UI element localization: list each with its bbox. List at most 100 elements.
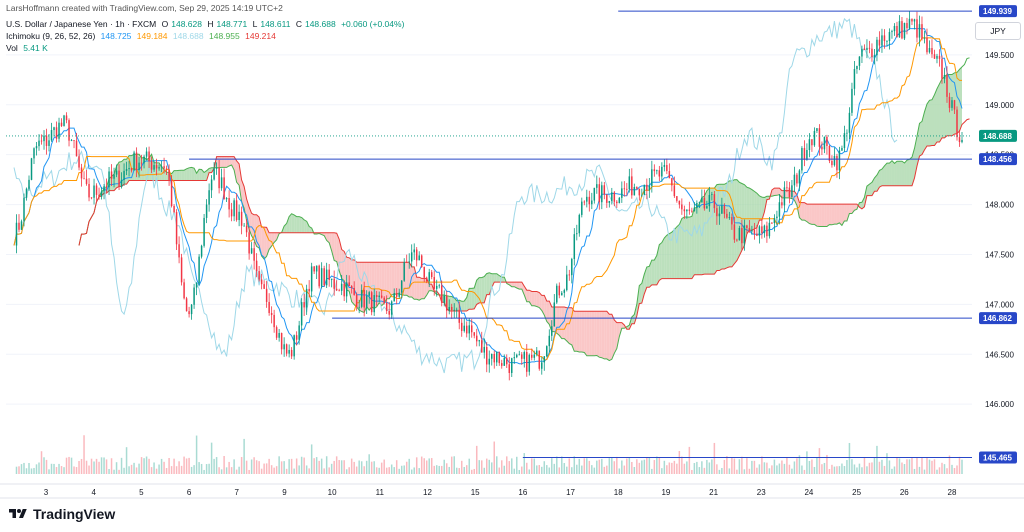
candle[interactable] xyxy=(521,351,523,365)
candle[interactable] xyxy=(728,211,731,220)
symbol-title[interactable]: U.S. Dollar / Japanese Yen · 1h · FXCM xyxy=(6,19,157,29)
candle[interactable] xyxy=(435,279,438,297)
candle[interactable] xyxy=(323,265,325,287)
candle[interactable] xyxy=(200,244,203,259)
candle[interactable] xyxy=(460,317,463,337)
candle[interactable] xyxy=(793,166,796,192)
candle[interactable] xyxy=(683,205,686,219)
candle[interactable] xyxy=(648,177,651,198)
candle[interactable] xyxy=(946,66,948,103)
candle[interactable] xyxy=(498,351,501,366)
candle[interactable] xyxy=(526,344,528,377)
candle[interactable] xyxy=(65,112,68,124)
candle[interactable] xyxy=(848,107,851,140)
candle[interactable] xyxy=(368,290,370,304)
candle[interactable] xyxy=(38,134,40,151)
candle[interactable] xyxy=(378,291,380,302)
candle[interactable] xyxy=(861,45,863,63)
candle[interactable] xyxy=(250,242,253,254)
candle[interactable] xyxy=(926,28,928,55)
candle[interactable] xyxy=(408,253,410,269)
candle[interactable] xyxy=(148,146,150,168)
candle[interactable] xyxy=(576,224,578,241)
candle[interactable] xyxy=(898,15,901,38)
candle[interactable] xyxy=(961,131,963,144)
candle[interactable] xyxy=(300,298,303,332)
candle[interactable] xyxy=(248,226,250,260)
candle[interactable] xyxy=(751,225,753,235)
candle[interactable] xyxy=(100,187,103,200)
candle[interactable] xyxy=(43,130,45,150)
candle[interactable] xyxy=(45,128,48,155)
candle[interactable] xyxy=(288,344,290,358)
candle[interactable] xyxy=(113,167,115,188)
candle[interactable] xyxy=(633,183,636,196)
candle[interactable] xyxy=(375,290,378,306)
candle[interactable] xyxy=(518,350,521,356)
candle[interactable] xyxy=(546,345,548,358)
candle[interactable] xyxy=(703,189,706,211)
candle[interactable] xyxy=(766,221,768,243)
candle[interactable] xyxy=(578,213,581,237)
candle[interactable] xyxy=(158,164,160,171)
candle[interactable] xyxy=(523,350,526,368)
candle[interactable] xyxy=(541,356,543,375)
candle[interactable] xyxy=(641,188,643,198)
candle[interactable] xyxy=(563,288,566,298)
candle[interactable] xyxy=(628,168,631,193)
candle[interactable] xyxy=(335,280,338,292)
candle[interactable] xyxy=(691,207,693,213)
candle[interactable] xyxy=(260,273,263,290)
candle[interactable] xyxy=(120,172,123,189)
candle[interactable] xyxy=(681,198,683,215)
candle[interactable] xyxy=(108,166,110,195)
candle[interactable] xyxy=(138,156,140,178)
candle[interactable] xyxy=(420,254,423,268)
candle[interactable] xyxy=(370,290,373,316)
candle[interactable] xyxy=(218,159,220,194)
candle[interactable] xyxy=(285,343,288,357)
candle[interactable] xyxy=(278,328,280,342)
candle[interactable] xyxy=(268,293,270,316)
candle[interactable] xyxy=(593,187,596,204)
candle[interactable] xyxy=(243,222,245,227)
candle[interactable] xyxy=(531,348,533,361)
candle[interactable] xyxy=(936,53,938,64)
candle[interactable] xyxy=(608,200,611,208)
candle[interactable] xyxy=(943,67,946,84)
candle[interactable] xyxy=(661,162,663,182)
candle[interactable] xyxy=(806,143,808,161)
candle[interactable] xyxy=(851,82,853,116)
candle[interactable] xyxy=(208,183,210,212)
candle[interactable] xyxy=(255,253,258,278)
candle[interactable] xyxy=(175,209,178,250)
candle[interactable] xyxy=(413,243,415,260)
candle[interactable] xyxy=(380,289,383,299)
candle[interactable] xyxy=(233,198,235,222)
candle[interactable] xyxy=(651,160,653,193)
candle[interactable] xyxy=(360,284,363,309)
price-axis[interactable] xyxy=(972,0,1024,484)
candle[interactable] xyxy=(125,161,128,176)
candle[interactable] xyxy=(843,125,846,152)
candle[interactable] xyxy=(536,347,538,357)
candle[interactable] xyxy=(726,209,728,219)
candle[interactable] xyxy=(753,222,756,240)
candle[interactable] xyxy=(458,301,460,330)
currency-button[interactable]: JPY xyxy=(975,22,1021,40)
candle[interactable] xyxy=(833,147,836,167)
candle[interactable] xyxy=(791,180,793,199)
candle[interactable] xyxy=(866,39,868,59)
candle[interactable] xyxy=(831,155,833,168)
candle[interactable] xyxy=(581,197,583,218)
candle[interactable] xyxy=(328,264,330,287)
candle[interactable] xyxy=(205,199,208,224)
candle[interactable] xyxy=(93,178,95,205)
candle[interactable] xyxy=(383,296,385,305)
candle[interactable] xyxy=(918,15,921,47)
candle[interactable] xyxy=(33,147,35,165)
candle[interactable] xyxy=(483,338,485,359)
candle[interactable] xyxy=(78,149,80,171)
candle[interactable] xyxy=(858,56,861,71)
candle[interactable] xyxy=(228,190,230,218)
